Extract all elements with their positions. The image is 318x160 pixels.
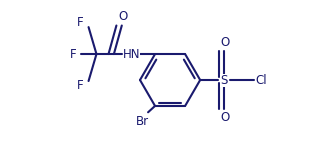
- Text: HN: HN: [122, 48, 140, 61]
- Text: O: O: [221, 111, 230, 124]
- Text: Br: Br: [136, 115, 149, 128]
- Text: F: F: [77, 16, 83, 29]
- Text: O: O: [118, 10, 128, 23]
- Text: Cl: Cl: [255, 73, 267, 87]
- Text: O: O: [221, 36, 230, 49]
- Text: F: F: [69, 48, 76, 61]
- Text: S: S: [220, 73, 228, 87]
- Text: F: F: [77, 79, 83, 92]
